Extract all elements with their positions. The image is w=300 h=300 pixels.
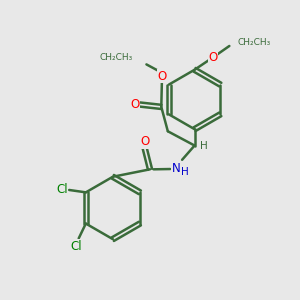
Text: O: O xyxy=(140,136,149,148)
Text: O: O xyxy=(208,51,217,64)
Text: O: O xyxy=(130,98,139,111)
Text: Cl: Cl xyxy=(70,240,82,253)
Text: N: N xyxy=(172,162,181,175)
Text: H: H xyxy=(200,140,208,151)
Text: Cl: Cl xyxy=(56,184,68,196)
Text: CH₂CH₃: CH₂CH₃ xyxy=(238,38,271,47)
Text: H: H xyxy=(181,167,189,177)
Text: O: O xyxy=(157,70,167,83)
Text: CH₂CH₃: CH₂CH₃ xyxy=(100,53,133,62)
